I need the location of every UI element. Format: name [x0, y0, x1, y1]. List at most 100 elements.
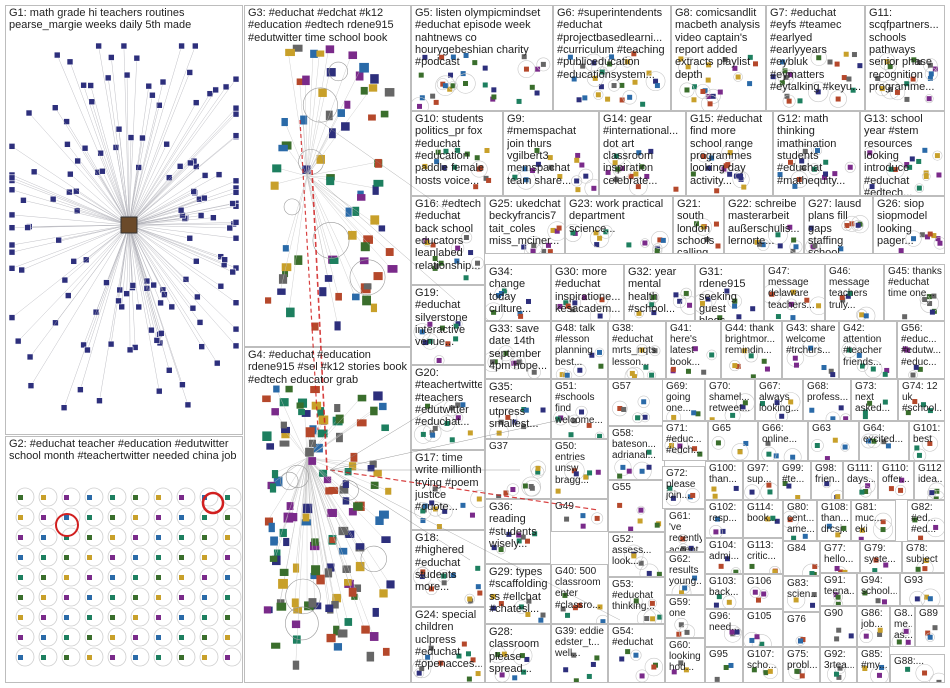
group-nodes-g82: [912, 517, 944, 540]
group-panel-g7: G7: #educhat #eyfs #teamec #earlyed #ear…: [766, 5, 865, 111]
group-panel-g106: G106: [743, 574, 783, 609]
group-nodes-g27: [805, 215, 870, 253]
group-panel-g42: G42: attention #teacher friends...: [839, 321, 897, 379]
group-nodes-g86: [859, 627, 883, 643]
group-panel-g90: G90: [820, 606, 857, 647]
group-panel-g26: G26: siop siopmodel looking pager...: [873, 196, 945, 254]
group-nodes-g4: [262, 385, 395, 670]
group-nodes-g113: [749, 563, 781, 573]
group-nodes-g70: [709, 393, 754, 420]
group-nodes-g24: [412, 641, 481, 682]
group-panel-g78: G78: subject: [902, 541, 945, 573]
group-panel-g97: G97: sup...: [743, 461, 778, 500]
group-panel-g51: G51: #schools find welcome...: [551, 379, 608, 439]
group-nodes-g15: [690, 143, 750, 194]
group-nodes-g35: [489, 407, 546, 438]
group-panel-g81: G81: muc... eki: [851, 500, 896, 541]
group-panel-g10: G10: students politics_pr fox #educhat #…: [411, 111, 503, 196]
group-nodes-g76: [795, 635, 806, 646]
group-nodes-g38: [624, 343, 661, 378]
group-nodes-g17: [414, 483, 484, 529]
group-nodes-g96: [723, 625, 742, 643]
group-panel-g111: G111: days...: [843, 461, 878, 500]
group-panel-g107: G107: scho...: [743, 647, 783, 683]
group-nodes-g78: [915, 558, 934, 572]
group-panel-g32: G32: year mental health #school...: [624, 264, 695, 321]
group-panel-g41: G41: here's latest book...: [666, 321, 721, 379]
group-panel-g11: G11: scqfpartners... schools pathways se…: [865, 5, 945, 111]
group-panel-g46: G46: message teachers truly...: [825, 264, 884, 321]
group-panel-g87: G8... me... as...: [890, 606, 915, 647]
group-nodes-g36: [491, 531, 538, 555]
group-panel-g112: G112: idea...: [914, 461, 945, 500]
group-nodes-g21: [694, 218, 721, 249]
group-nodes-g55: [617, 502, 662, 531]
group-panel-g60: G60: looking hod...: [665, 638, 705, 683]
group-panel-g30: G30: more #educhat inspiratione... kesac…: [551, 264, 624, 321]
group-nodes-g71: [664, 437, 703, 457]
group-nodes-g6: [567, 51, 666, 107]
group-panel-g105: G105: [743, 609, 783, 647]
group-nodes-g85: [862, 664, 889, 682]
group-nodes-g49: [564, 512, 604, 529]
group-nodes-g18: [413, 565, 483, 605]
group-panel-g40: G40: 500 classroom enter #classro...: [551, 564, 608, 624]
group-nodes-g8: [678, 54, 759, 110]
group-panel-g65: G65: [708, 421, 758, 461]
group-panel-g89: G89: [915, 606, 945, 647]
group-nodes-g100: [711, 485, 739, 499]
group-panel-g91: G91: teena...: [820, 573, 857, 606]
group-panel-g3: G3: #educhat #edchat #k12 #education #ed…: [244, 5, 411, 347]
group-panel-g55: G55: [608, 480, 665, 532]
group-panel-g98: G98: frien...: [811, 461, 843, 500]
group-panel-g54: G54: #educhat: [608, 624, 665, 683]
group-panel-g52: G52: assess... look...: [608, 532, 665, 577]
group-panel-g47: G47: message delaware teachers...: [764, 264, 825, 321]
group-panel-g22: G22: schreibe masterarbeit außerschulis.…: [724, 196, 804, 254]
group-panel-g4: G4: #educhat #education rdene915 #sel #k…: [244, 347, 411, 683]
group-nodes-g11: [874, 53, 938, 104]
group-nodes-g9: [508, 147, 598, 195]
group-nodes-g107: [751, 663, 779, 680]
group-nodes-g10: [422, 142, 492, 190]
group-nodes-g112: [927, 482, 944, 499]
group-panel-g93: G93: [900, 573, 945, 606]
group-nodes-g59: [674, 617, 696, 637]
group-panel-g73: G73: next asked...: [851, 379, 898, 421]
group-panel-g69: G69: going one...: [662, 379, 705, 421]
group-panel-g83: G83: scien...: [783, 576, 820, 612]
group-nodes-g3: [265, 44, 398, 331]
group-panel-g23: G23: work practical department science..…: [565, 196, 673, 254]
group-panel-g63: G63: [808, 421, 859, 461]
group-panel-g14: G14: gear #international... dot art clas…: [599, 111, 686, 196]
group-panel-g20: G20: #teachertwitter #teachers #edutwitt…: [411, 365, 485, 450]
group-nodes-g26: [898, 230, 944, 253]
group-nodes-g37: [496, 460, 546, 498]
group-panel-g33: G33: save date 14th september 4pm hope..…: [485, 321, 551, 379]
group-panel-g8: G8: comicsandlit macbeth analysis video …: [671, 5, 766, 111]
group-nodes-g50: [555, 460, 601, 494]
group-panel-g100: G100: than...: [705, 461, 743, 500]
group-nodes-g98: [822, 479, 842, 499]
group-panel-g36: G36: reading #students wisely...: [485, 499, 551, 564]
group-nodes-g48: [555, 347, 605, 378]
group-panel-g104: G104: admi...: [705, 538, 743, 574]
group-nodes-g75: [788, 662, 806, 680]
group-nodes-g52: [624, 544, 662, 576]
group-panel-g43: G43: share welcome #trchurs...: [782, 321, 839, 379]
group-panel-g101: G101: best: [909, 421, 945, 461]
group-nodes-g101: [912, 435, 938, 460]
group-nodes-g91: [833, 592, 844, 605]
group-panel-g5: G5: listen olympicmindset #educhat episo…: [411, 5, 553, 111]
group-panel-g62: G62: results young...: [665, 552, 705, 595]
group-nodes-g93: [909, 588, 941, 605]
group-nodes-g30: [557, 293, 611, 320]
group-nodes-g45: [902, 293, 939, 320]
group-panel-g113: G113: critic...: [743, 538, 783, 574]
group-panel-g82: G82: #ed... #ed...: [907, 500, 945, 541]
group-nodes-g77: [834, 565, 848, 572]
group-nodes-g40: [560, 592, 607, 623]
group-panel-g67: G67: always looking...: [755, 379, 803, 421]
group-nodes-g7: [770, 49, 863, 108]
